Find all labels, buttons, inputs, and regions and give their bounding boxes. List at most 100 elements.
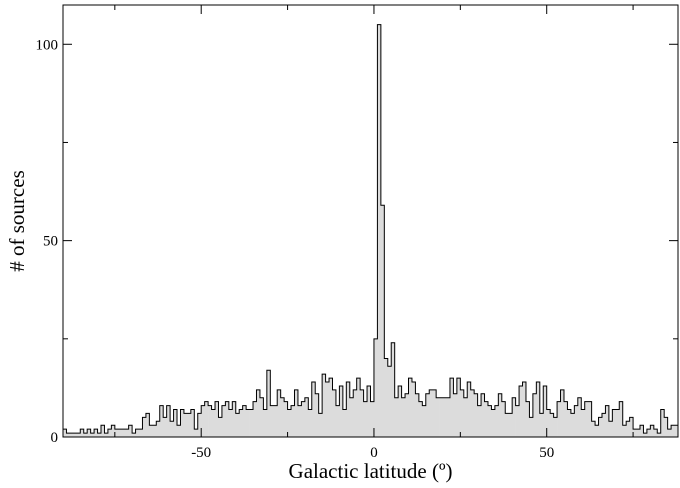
histogram-bar bbox=[487, 405, 492, 437]
plot-frame bbox=[62, 4, 679, 438]
histogram-bar bbox=[332, 389, 337, 437]
histogram-bar bbox=[619, 401, 624, 437]
histogram-bar bbox=[308, 409, 313, 437]
y-tick-label: 0 bbox=[51, 430, 59, 446]
histogram-bar bbox=[218, 417, 223, 437]
histogram-bar bbox=[297, 405, 302, 437]
histogram-bar bbox=[315, 393, 319, 437]
histogram-bar bbox=[439, 397, 444, 437]
histogram-bar bbox=[370, 401, 375, 437]
histogram-bar bbox=[170, 421, 174, 437]
histogram-bar bbox=[311, 382, 316, 437]
histogram-bar bbox=[657, 433, 662, 437]
histogram-bar bbox=[543, 385, 548, 437]
histogram-bar bbox=[401, 397, 406, 437]
histogram-bar bbox=[522, 382, 527, 437]
histogram-bar bbox=[436, 397, 440, 437]
histogram-bar bbox=[574, 405, 579, 437]
histogram-bar bbox=[118, 429, 123, 437]
histogram-bar bbox=[481, 393, 485, 437]
histogram-bar bbox=[263, 409, 268, 437]
histogram-bar bbox=[232, 401, 237, 437]
histogram-bar bbox=[577, 397, 582, 437]
histogram-bar bbox=[501, 401, 506, 437]
histogram-bar bbox=[194, 429, 199, 437]
histogram-bar bbox=[415, 393, 420, 437]
histogram-bar bbox=[204, 401, 209, 437]
histogram-bar bbox=[228, 409, 233, 437]
histogram-bar bbox=[342, 409, 347, 437]
tick-labels: -50 0 50 0 50 100 bbox=[36, 37, 555, 461]
histogram-bar bbox=[256, 389, 261, 437]
histogram-bar bbox=[515, 405, 520, 437]
y-tick-label: 100 bbox=[36, 37, 59, 53]
histogram-bar bbox=[353, 389, 357, 437]
histogram-bar bbox=[491, 409, 496, 437]
histogram-bar bbox=[667, 429, 672, 437]
histogram-bar bbox=[149, 425, 154, 437]
histogram-bar bbox=[411, 382, 416, 437]
histogram-bar bbox=[422, 405, 427, 437]
histogram-bar bbox=[114, 429, 119, 437]
histogram-bar bbox=[197, 413, 202, 437]
histogram-bar bbox=[674, 425, 679, 437]
histogram-bar bbox=[249, 409, 254, 437]
histogram-bar bbox=[125, 429, 129, 437]
histogram-bar bbox=[546, 409, 551, 437]
histogram-bar bbox=[63, 429, 67, 437]
histogram-bar bbox=[329, 378, 333, 437]
histogram-bar bbox=[101, 425, 105, 437]
histogram-bar bbox=[156, 421, 161, 437]
histogram-bar bbox=[622, 425, 627, 437]
histogram-bar bbox=[384, 358, 389, 437]
histogram-bar bbox=[325, 382, 330, 437]
histogram-bar bbox=[270, 405, 275, 437]
histogram-bar bbox=[408, 378, 413, 437]
histogram-bar bbox=[253, 401, 257, 437]
x-tick-label: 50 bbox=[539, 445, 554, 461]
x-tick-label: 0 bbox=[370, 445, 378, 461]
histogram-bar bbox=[111, 425, 116, 437]
histogram-bar bbox=[453, 393, 458, 437]
histogram-bar bbox=[553, 417, 558, 437]
histogram-bar bbox=[660, 409, 665, 437]
histogram-bar bbox=[277, 389, 281, 437]
histogram-bar bbox=[173, 409, 178, 437]
histogram-bar bbox=[152, 425, 157, 437]
histogram-bar bbox=[394, 397, 399, 437]
histogram-bar bbox=[339, 385, 344, 437]
histogram-bar bbox=[87, 429, 91, 437]
histogram-bar bbox=[266, 370, 271, 437]
histogram-bar bbox=[377, 24, 382, 438]
histogram-bar bbox=[643, 433, 648, 437]
histogram-bar bbox=[443, 397, 447, 437]
histogram-bar bbox=[460, 389, 465, 437]
histogram-bar bbox=[595, 425, 599, 437]
histogram-bar bbox=[80, 429, 85, 437]
histogram-bar bbox=[294, 389, 299, 437]
histogram-bar bbox=[456, 378, 461, 437]
histogram-bar bbox=[629, 417, 634, 437]
histogram-bar bbox=[90, 433, 95, 437]
histogram-bar bbox=[208, 405, 212, 437]
histogram-bar bbox=[633, 429, 637, 437]
histogram-bar bbox=[221, 405, 226, 437]
histogram-bar bbox=[211, 409, 216, 437]
histogram-bar bbox=[335, 405, 340, 437]
histogram-bar bbox=[505, 413, 510, 437]
histogram-bar bbox=[560, 389, 565, 437]
histogram-bar bbox=[432, 389, 437, 437]
histogram-bar bbox=[363, 401, 368, 437]
histogram-bar bbox=[525, 401, 530, 437]
histogram-bar bbox=[539, 413, 544, 437]
histogram-bar bbox=[360, 389, 364, 437]
histogram-bar bbox=[449, 378, 454, 437]
histogram-bar bbox=[322, 374, 326, 437]
histogram-bar bbox=[605, 405, 610, 437]
histogram-bar bbox=[563, 401, 568, 437]
histogram-bars bbox=[63, 24, 679, 438]
histogram-bar bbox=[664, 417, 668, 437]
histogram-bar bbox=[391, 342, 395, 437]
histogram-bar bbox=[601, 413, 606, 437]
